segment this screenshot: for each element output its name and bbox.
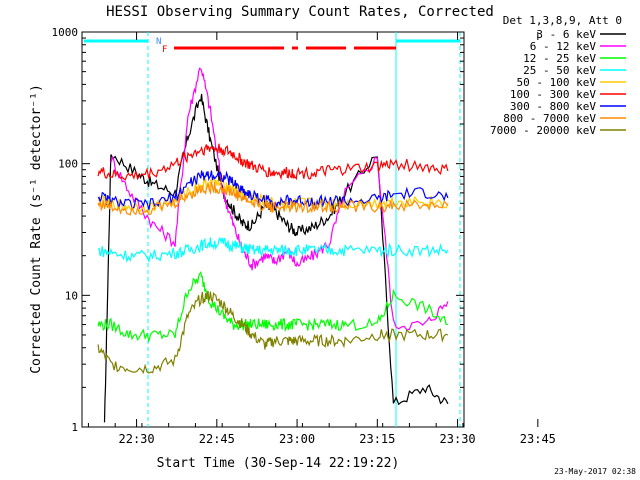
timestamp: 23-May-2017 02:38 [554,467,636,476]
legend-label: 12 - 25 keV [523,52,596,65]
series-line [110,67,449,331]
legend-title: Det 1,3,8,9, Att 0 [503,14,622,27]
x-tick-label: 23:45 [520,432,556,446]
x-tick-label: 22:30 [119,432,155,446]
series-line [97,236,449,264]
series-line [97,181,449,216]
x-tick-label: 23:15 [359,432,395,446]
series-layer [97,67,449,423]
x-tick-label: 23:30 [440,432,476,446]
series-line [97,143,449,181]
legend-label: 300 - 800 keV [510,100,596,113]
flare-flag-label: F [162,45,167,55]
y-tick-label: 1000 [52,26,79,39]
y-axis-label: Corrected Count Rate (s⁻¹ detector⁻¹) [29,84,44,374]
plot-frame [81,31,465,428]
x-axis: 22:30 22:45 23:00 23:15 23:30 23:45 [87,32,556,446]
y-tick-label: 1 [71,421,78,434]
legend-label: 3 - 6 keV [536,28,596,41]
legend-label: 100 - 300 keV [510,88,596,101]
x-tick-label: 23:00 [279,432,315,446]
night-flag-label: N [156,37,161,47]
series-line [97,177,449,214]
series-line [103,93,449,423]
legend-label: 50 - 100 keV [517,76,597,89]
series-line [97,170,449,210]
series-line [97,271,448,343]
y-axis: 1 10 100 1000 [52,26,464,434]
legend-label: 25 - 50 keV [523,64,596,77]
legend-label: 6 - 12 keV [530,40,597,53]
x-tick-label: 22:45 [199,432,235,446]
y-tick-label: 10 [65,289,78,302]
legend-label: 800 - 7000 keV [503,112,596,125]
series-line [97,290,449,375]
y-tick-label: 100 [58,158,78,171]
chart-title: HESSI Observing Summary Count Rates, Cor… [106,4,494,20]
x-axis-label: Start Time (30-Sep-14 22:19:22) [157,456,400,471]
legend-label: 7000 - 20000 keV [490,124,596,137]
